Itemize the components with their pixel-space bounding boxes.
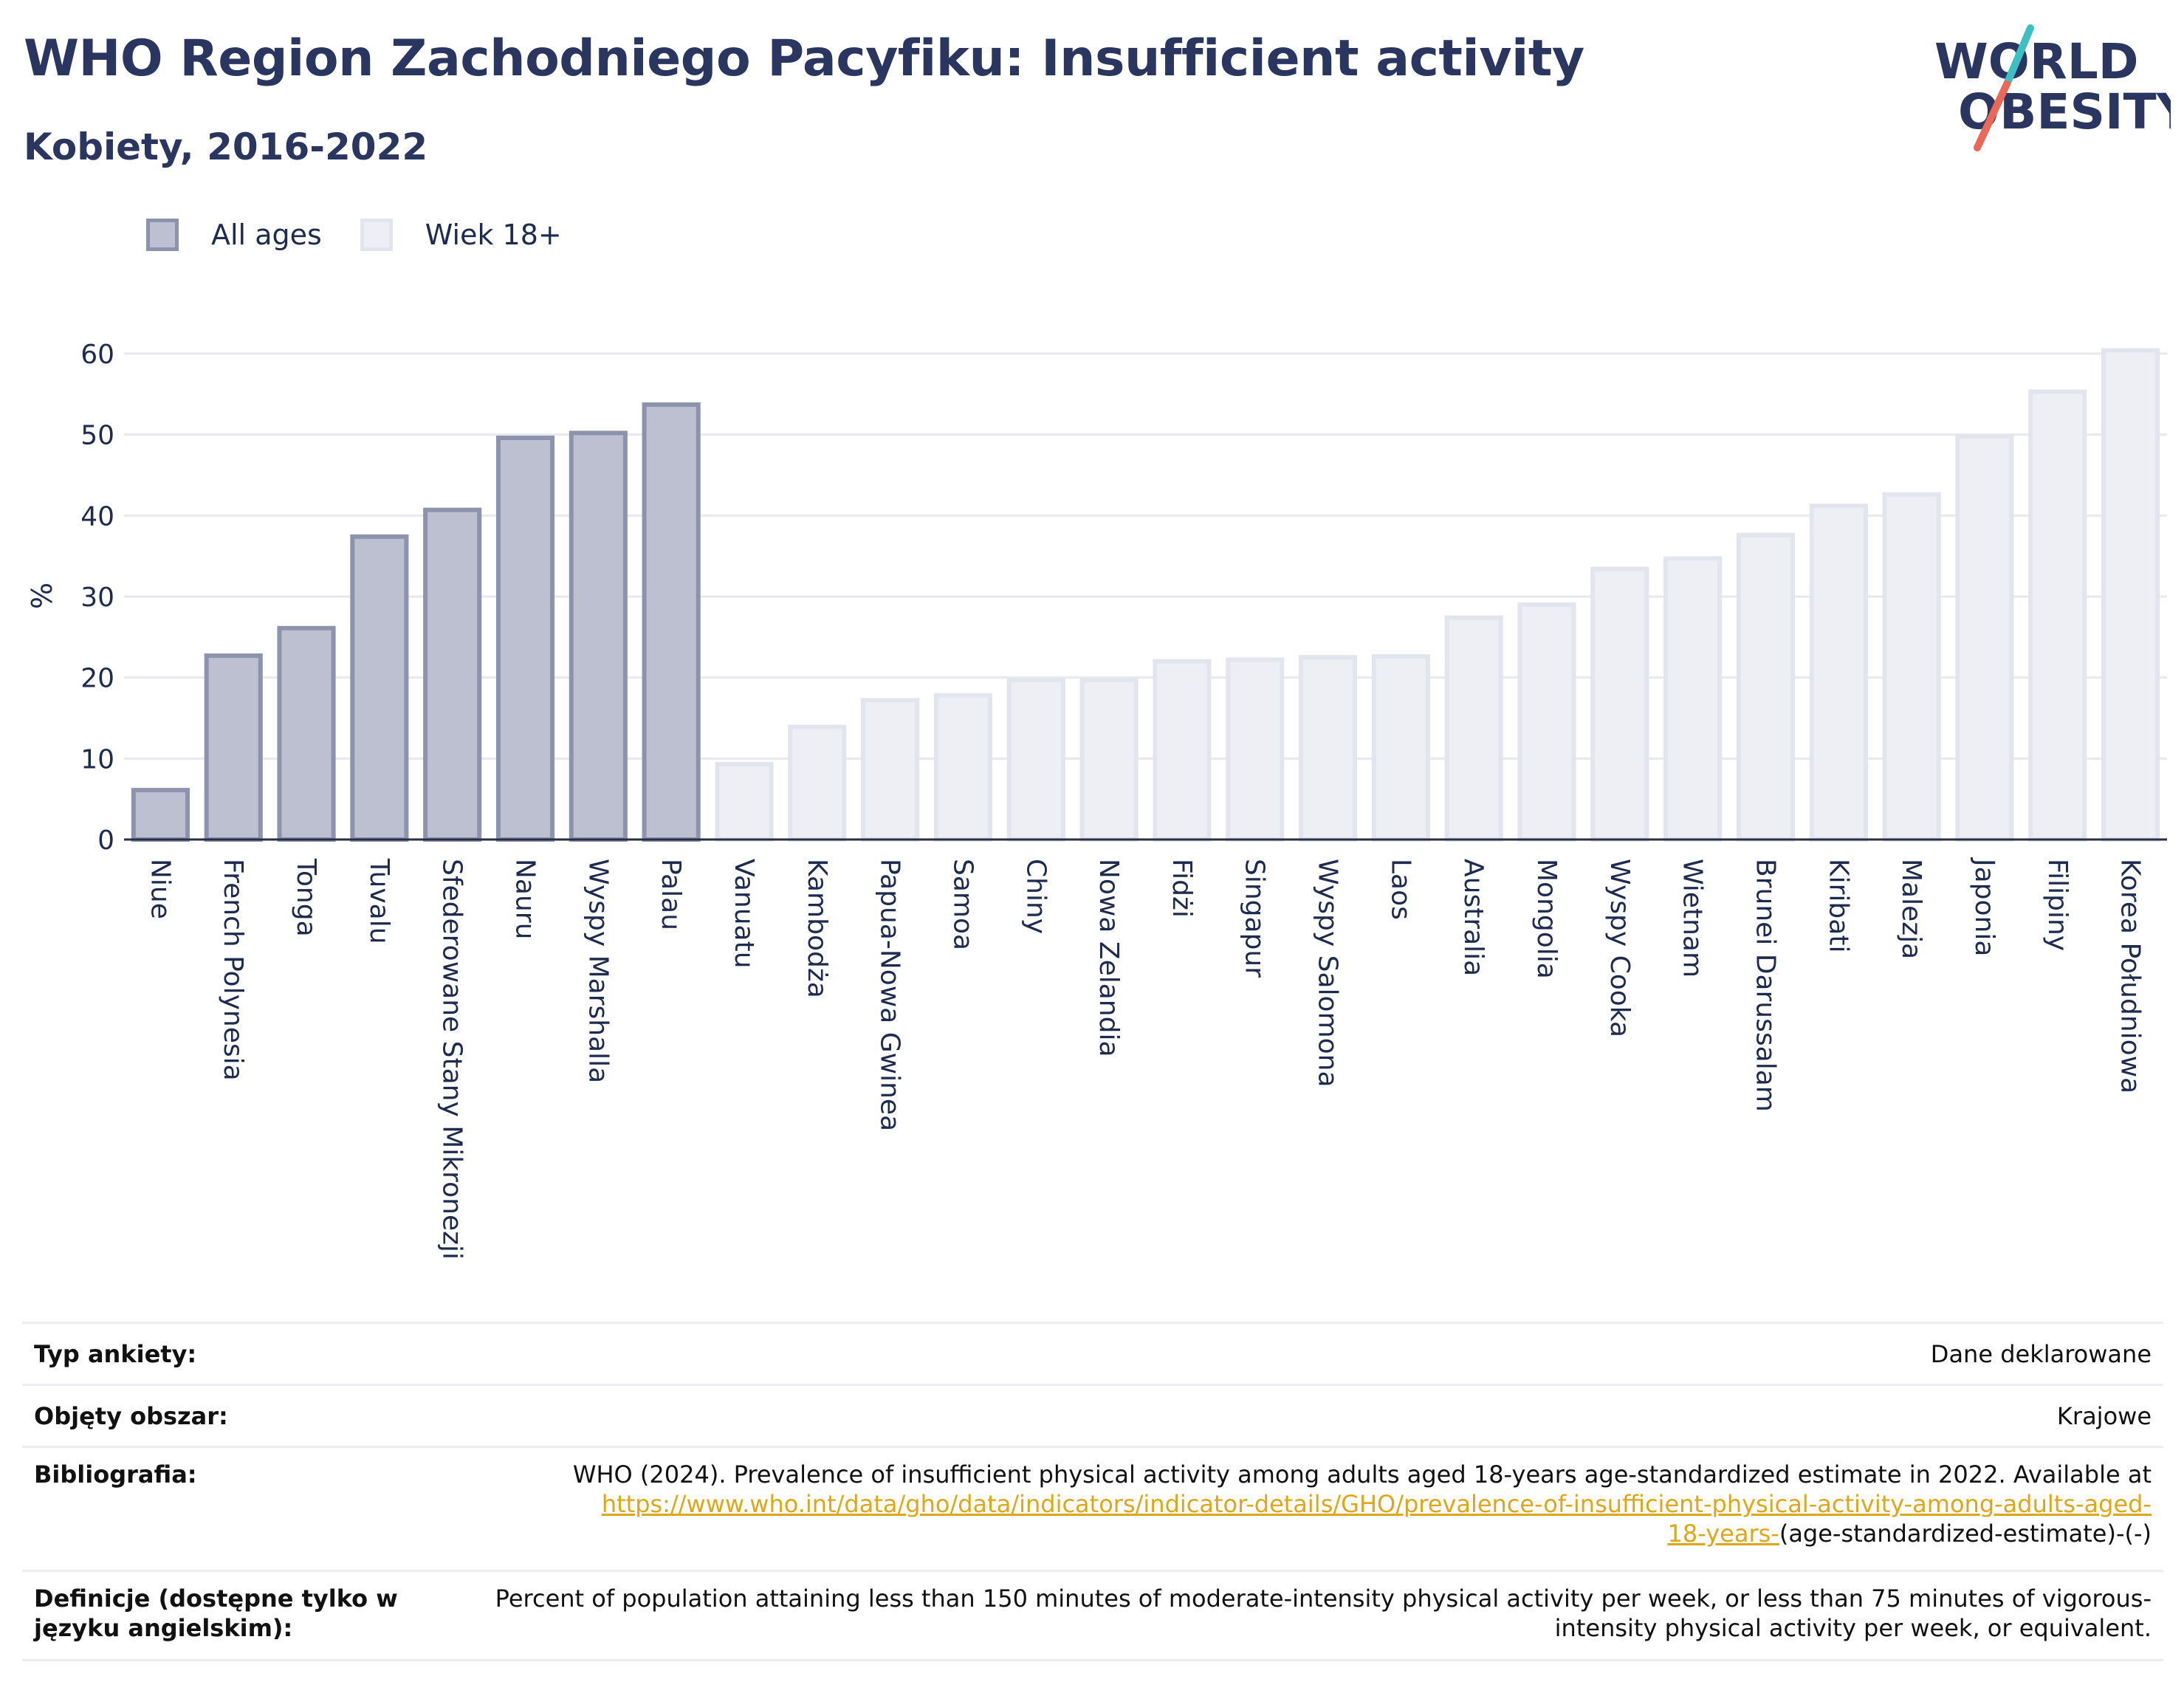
bar <box>861 698 920 842</box>
x-tick-label: Korea Południowa <box>2115 859 2146 1094</box>
x-tick-label: Tuvalu <box>364 858 394 944</box>
y-tick-label: 60 <box>80 340 114 370</box>
bar <box>1006 677 1065 842</box>
bar <box>1298 655 1358 842</box>
y-axis-label: % <box>26 583 58 609</box>
x-tick-label: Malezja <box>1896 859 1926 959</box>
bar <box>1444 615 1503 842</box>
bar <box>1736 532 1796 842</box>
info-table: Typ ankiety: Dane deklarowane Objęty obs… <box>22 1322 2163 1661</box>
x-tick-label: Papua-Nowa Gwinea <box>875 859 905 1131</box>
logo-line-1: WORLD <box>1934 33 2139 90</box>
x-tick-label: French Polynesia <box>218 859 248 1081</box>
y-tick-label: 30 <box>80 583 114 613</box>
y-tick-label: 20 <box>80 664 114 694</box>
x-tick-label: Brunei Darussalam <box>1750 859 1780 1112</box>
legend-item-adult[interactable]: Wiek 18+ <box>360 219 562 251</box>
x-tick-label: Chiny <box>1020 859 1051 934</box>
x-tick-label: Vanuatu <box>729 859 759 969</box>
info-row-definitions: Definicje (dostępne tylko w języku angie… <box>22 1570 2163 1661</box>
area-value: Krajowe <box>2056 1401 2152 1430</box>
x-tick-label: Japonia <box>1969 857 1999 956</box>
x-tick-label: Wyspy Marshalla <box>583 859 613 1083</box>
chart-subtitle: Kobiety, 2016-2022 <box>24 126 428 168</box>
bar <box>2028 389 2087 842</box>
x-tick-label: Nauru <box>510 859 540 939</box>
legend-label-all-ages: All ages <box>211 219 322 251</box>
x-tick-label: Nowa Zelandia <box>1093 859 1124 1057</box>
y-tick-label: 50 <box>80 421 114 451</box>
info-row-area: Objęty obszar: Krajowe <box>22 1384 2163 1446</box>
legend-label-adult: Wiek 18+ <box>425 219 562 251</box>
x-tick-label: Wyspy Salomona <box>1313 859 1343 1088</box>
bar <box>1226 657 1285 842</box>
y-tick-label: 10 <box>80 744 114 775</box>
x-tick-label: Mongolia <box>1531 859 1562 979</box>
bar <box>569 430 628 842</box>
bar <box>204 653 263 842</box>
bibliography-link-part-1[interactable]: https://www.who.int/data/gho/data/indica… <box>601 1490 2152 1518</box>
x-tick-label: Samoa <box>947 859 978 950</box>
x-tick-label: Niue <box>145 859 175 919</box>
x-tick-label: Laos <box>1385 859 1415 920</box>
bar <box>1371 654 1430 842</box>
bibliography-tail: (age-standardized-estimate)-(-) <box>1779 1520 2152 1548</box>
bar <box>1517 602 1576 842</box>
x-tick-label: Sfederowane Stany Mikronezji <box>437 859 467 1260</box>
legend-swatch-adult <box>360 219 393 251</box>
bar <box>1153 659 1212 842</box>
bar <box>1663 556 1723 842</box>
logo-slash-coral <box>1974 80 2010 151</box>
bibliography-value: WHO (2024). Prevalence of insufficient p… <box>573 1460 2152 1570</box>
bibliography-link-part-2[interactable]: 18-years- <box>1667 1520 1779 1548</box>
definitions-value: Percent of population attaining less tha… <box>495 1585 2152 1642</box>
survey-value: Dane deklarowane <box>1930 1339 2152 1368</box>
legend: All ages Wiek 18+ <box>146 219 600 251</box>
bar <box>1955 433 2014 842</box>
definitions-label: Definicje (dostępne tylko w języku angie… <box>34 1585 398 1642</box>
x-tick-label: Filipiny <box>2042 859 2073 951</box>
x-tick-label: Kambodża <box>802 859 832 998</box>
x-tick-label: Kiribati <box>1823 859 1853 952</box>
bar <box>350 534 409 842</box>
bibliography-label: Bibliografia: <box>34 1460 197 1489</box>
bibliography-text: WHO (2024). Prevalence of insufficient p… <box>572 1460 2152 1489</box>
x-tick-label: Palau <box>656 859 686 930</box>
info-row-bibliography: Bibliografia: WHO (2024). Prevalence of … <box>22 1446 2163 1570</box>
bar <box>1590 566 1649 842</box>
survey-label: Typ ankiety: <box>34 1339 197 1368</box>
y-tick-label: 40 <box>80 501 114 532</box>
bar <box>1882 492 1941 842</box>
area-label: Objęty obszar: <box>34 1401 228 1430</box>
legend-item-all-ages[interactable]: All ages <box>146 219 322 251</box>
bar <box>277 625 336 842</box>
bar <box>495 436 555 842</box>
info-row-survey: Typ ankiety: Dane deklarowane <box>22 1322 2163 1384</box>
bar <box>131 788 190 842</box>
bar <box>423 507 482 842</box>
chart-title: WHO Region Zachodniego Pacyfiku: Insuffi… <box>24 30 1584 88</box>
x-tick-label: Australia <box>1458 859 1488 976</box>
bar <box>715 762 774 842</box>
x-tick-label: Fidżi <box>1167 859 1197 918</box>
bar-chart: 0 10 20 30 40 50 60% Niue French Polynesia Tonga T… <box>26 340 2167 1260</box>
world-obesity-logo: WORLD OBESITY <box>1934 24 2171 151</box>
x-tick-label: Wietnam <box>1678 859 1708 978</box>
x-tick-label: Singapur <box>1240 859 1270 978</box>
y-tick-label: 0 <box>97 825 114 856</box>
bar <box>788 724 847 842</box>
bar <box>1809 504 1868 842</box>
legend-swatch-all-ages <box>146 219 179 251</box>
x-tick-label: Tonga <box>291 858 321 937</box>
bar <box>2101 348 2160 842</box>
x-tick-label: Wyspy Cooka <box>1604 859 1635 1037</box>
bar <box>1079 677 1139 842</box>
bar <box>933 693 993 842</box>
bar <box>642 402 701 842</box>
logo-slash-teal <box>2003 24 2034 88</box>
